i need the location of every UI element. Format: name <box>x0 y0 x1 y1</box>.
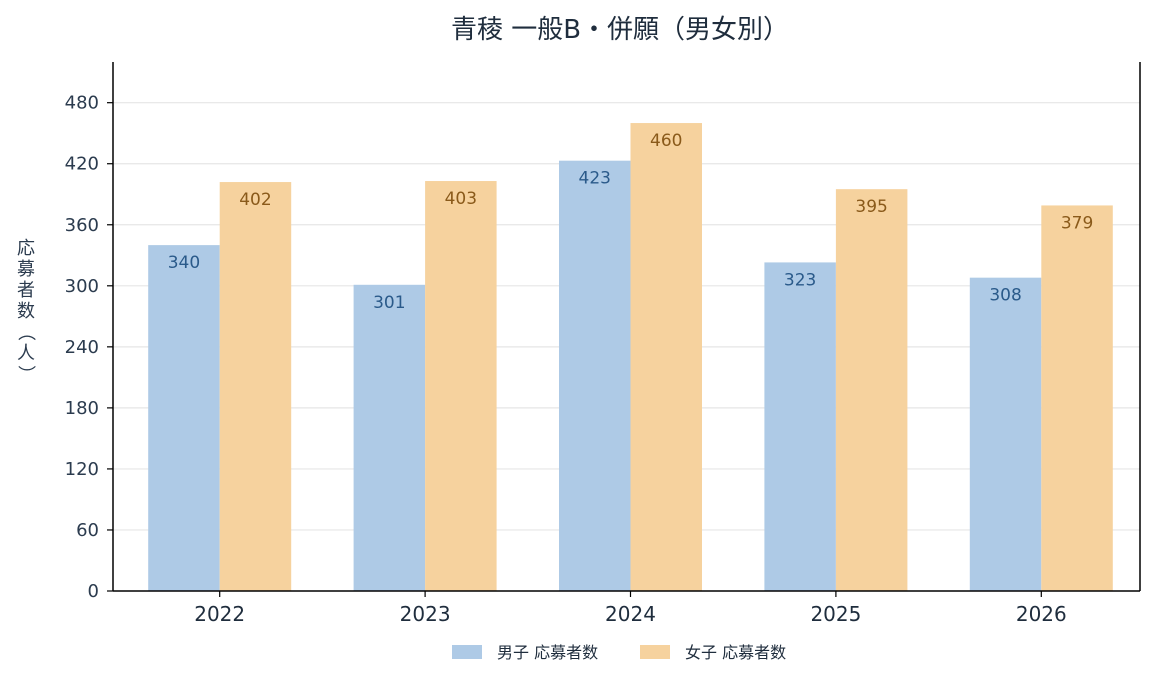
y-axis-label-char: 人 <box>17 343 35 364</box>
bar-female <box>425 181 497 591</box>
legend: 男子 応募者数 女子 応募者数 <box>452 643 786 662</box>
bars <box>148 123 1113 592</box>
x-tick-labels: 2022 2023 2024 2025 2026 <box>194 602 1067 626</box>
data-label: 379 <box>1061 213 1093 233</box>
bar-female <box>219 182 292 592</box>
data-label: 402 <box>239 190 271 210</box>
y-axis-label-char: 募 <box>17 259 35 280</box>
y-axis-label-char: 数 <box>17 301 35 322</box>
y-axis-label-char: ） <box>15 365 36 383</box>
y-tick-label: 240 <box>65 337 99 358</box>
y-axis-label-char: 応 <box>17 238 35 259</box>
data-label: 340 <box>168 253 200 273</box>
y-tick-label: 60 <box>76 520 99 541</box>
y-axis-label: 応募者数（ 人） <box>15 238 36 383</box>
y-tick-label: 300 <box>65 276 99 297</box>
data-label: 308 <box>989 286 1021 306</box>
y-tick-label: 360 <box>65 215 99 236</box>
bar-male <box>353 284 426 591</box>
bar-male <box>148 245 220 591</box>
legend-label: 女子 応募者数 <box>685 643 786 662</box>
x-tick-label: 2023 <box>400 602 451 626</box>
bar-male <box>969 277 1042 591</box>
y-tick-label: 120 <box>65 459 99 480</box>
y-tick-label: 480 <box>65 93 99 114</box>
y-axis-label-char: 者 <box>17 280 35 301</box>
y-tick-label: 420 <box>65 154 99 175</box>
data-label: 403 <box>445 189 477 209</box>
bar-male <box>764 262 836 591</box>
legend-swatch <box>452 645 482 659</box>
y-axis-label-char: （ <box>15 323 36 341</box>
bar-female <box>1041 205 1113 592</box>
legend-swatch <box>640 645 670 659</box>
x-tick-label: 2025 <box>810 602 861 626</box>
legend-label: 男子 応募者数 <box>497 643 598 662</box>
x-tick-label: 2022 <box>194 602 245 626</box>
data-label: 301 <box>373 293 405 313</box>
bar-male <box>559 160 631 592</box>
data-label: 395 <box>855 197 887 217</box>
y-tick-label: 0 <box>88 581 99 602</box>
data-label: 423 <box>579 169 611 189</box>
y-tick-label: 180 <box>65 398 99 419</box>
chart-title: 青稜 一般B・併願（男女別） <box>451 15 789 45</box>
value-labels: 340 402 301 403 423 460 323 395 308 379 <box>168 131 1094 313</box>
x-tick-label: 2026 <box>1016 602 1067 626</box>
axes <box>107 62 1141 597</box>
y-tick-labels: 0 60 120 180 240 300 360 420 480 <box>65 93 99 602</box>
data-label: 323 <box>784 270 816 290</box>
x-tick-label: 2024 <box>605 602 656 626</box>
data-label: 460 <box>650 131 682 151</box>
bar-female <box>835 189 908 592</box>
bar-female <box>630 123 702 592</box>
